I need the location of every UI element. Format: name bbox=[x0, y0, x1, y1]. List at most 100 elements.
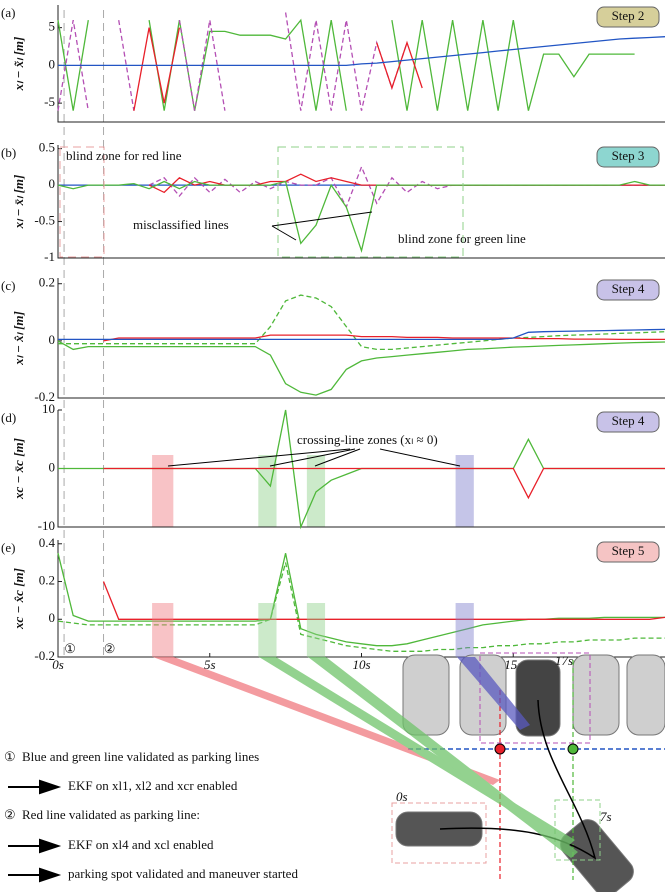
step-badge bbox=[596, 541, 660, 563]
arrow bbox=[379, 448, 461, 467]
step-label: Step 4 bbox=[612, 413, 645, 428]
step-label: Step 3 bbox=[612, 148, 645, 163]
zone bbox=[306, 455, 326, 527]
step-label: Step 2 bbox=[612, 8, 645, 23]
series-line bbox=[133, 27, 423, 111]
zone-link bbox=[457, 657, 530, 730]
y-axis-label: xc − x̂c [m] bbox=[11, 568, 26, 630]
y-tick-label: 0.4 bbox=[39, 535, 56, 550]
annotation: blind zone for red line bbox=[66, 148, 182, 163]
x-tick-label: 10s bbox=[352, 657, 370, 672]
series-line bbox=[148, 165, 665, 209]
step-label: Step 5 bbox=[612, 543, 645, 558]
y-tick-label: 0.2 bbox=[39, 275, 55, 290]
annotation: blind zone for green line bbox=[398, 231, 526, 246]
series-line bbox=[103, 334, 665, 342]
note: Blue and green line validated as parking… bbox=[22, 749, 259, 764]
zone bbox=[306, 603, 326, 657]
marker-label: ① bbox=[64, 641, 76, 656]
zone bbox=[258, 455, 277, 527]
zone-links bbox=[153, 657, 578, 858]
y-tick-label: -0.5 bbox=[34, 213, 55, 228]
time-label: 17s bbox=[555, 653, 573, 668]
note: parking spot validated and maneuver star… bbox=[68, 866, 298, 881]
car bbox=[572, 654, 620, 736]
arrow bbox=[8, 867, 62, 883]
y-axis-label: xc − x̄c [m] bbox=[11, 438, 26, 500]
y-tick-label: 10 bbox=[42, 401, 55, 416]
annotation: crossing-line zones (xₗ ≈ 0) bbox=[297, 432, 438, 447]
zone bbox=[152, 603, 174, 657]
y-tick-label: -0.2 bbox=[34, 648, 55, 663]
step-label: Step 4 bbox=[612, 281, 645, 296]
arrow bbox=[8, 779, 62, 795]
arrow bbox=[8, 838, 62, 854]
series-line bbox=[148, 173, 665, 194]
y-axis-label: xₗ − x̄ₗ [m] bbox=[11, 175, 26, 230]
red-box bbox=[391, 802, 487, 864]
panel: -5 0 5 (a) xₗ − x̃ₗ [m] Step 2 bbox=[1, 5, 665, 123]
panel-label: (a) bbox=[1, 5, 15, 20]
car-parked bbox=[515, 659, 561, 737]
car bbox=[626, 654, 665, 736]
parking-scene: 0s 7s 17s bbox=[391, 652, 665, 892]
arrow bbox=[314, 448, 361, 467]
step-badge bbox=[596, 146, 660, 168]
series-line bbox=[58, 294, 665, 351]
panel-label: (d) bbox=[1, 410, 16, 425]
notes: ① Blue and green line validated as parki… bbox=[4, 749, 298, 883]
y-tick-label: 0 bbox=[49, 459, 56, 474]
step-badge bbox=[596, 6, 660, 28]
note: EKF on xl1, xl2 and xcr enabled bbox=[68, 778, 238, 793]
zone bbox=[455, 455, 474, 527]
x-tick-label: 5s bbox=[204, 657, 216, 672]
crossing-point bbox=[494, 743, 506, 755]
note-marker: ② bbox=[4, 807, 16, 822]
y-tick-label: -0.2 bbox=[34, 389, 55, 404]
arrow bbox=[271, 225, 297, 241]
panel: 0.2 0 -0.2 (c) xₗ − x̂ₗ [m] Step 4 bbox=[1, 275, 665, 404]
x-tick-label: 0s bbox=[52, 657, 64, 672]
y-axis-label: xₗ − x̃ₗ [m] bbox=[11, 37, 26, 92]
series-line bbox=[57, 340, 665, 396]
series-line bbox=[57, 553, 665, 647]
zone bbox=[152, 455, 174, 527]
zone-link bbox=[153, 657, 500, 785]
y-tick-label: 0.2 bbox=[39, 573, 55, 588]
zone bbox=[455, 603, 474, 657]
zone bbox=[258, 603, 277, 657]
y-tick-label: 5 bbox=[49, 19, 56, 34]
time-label: 7s bbox=[600, 809, 612, 824]
y-tick-label: 0.5 bbox=[39, 140, 55, 155]
trajectory bbox=[439, 699, 597, 860]
series-line bbox=[57, 18, 635, 111]
arrow bbox=[271, 211, 373, 227]
annotation: misclassified lines bbox=[133, 217, 229, 232]
y-tick-label: 0 bbox=[49, 56, 56, 71]
marker-label: ② bbox=[104, 641, 116, 656]
car-start bbox=[395, 811, 483, 847]
panel-label: (c) bbox=[1, 278, 15, 293]
blind-zone-red bbox=[59, 146, 105, 258]
y-tick-label: -10 bbox=[38, 518, 55, 533]
series-line bbox=[57, 12, 408, 111]
arrow bbox=[269, 448, 356, 467]
note: Red line validated as parking line: bbox=[22, 807, 200, 822]
spot-box bbox=[479, 652, 591, 744]
step-badge bbox=[596, 279, 660, 301]
series-line bbox=[102, 581, 665, 620]
arrows bbox=[167, 448, 461, 467]
y-tick-label: 0 bbox=[49, 332, 56, 347]
y-tick-label: 0 bbox=[49, 610, 56, 625]
blind-zone-green bbox=[277, 146, 464, 258]
series-line bbox=[57, 180, 665, 254]
arrow bbox=[167, 448, 351, 467]
axis bbox=[57, 5, 665, 123]
series-line bbox=[57, 562, 665, 652]
panel: 0.5 0 -0.5 -1 (b) xₗ − x̄ₗ [m] Step 3 bbox=[1, 140, 665, 264]
panel-label: (e) bbox=[1, 540, 15, 555]
panel: 10 0 -10 (d) xc − x̄c [m] Step 4 bbox=[1, 401, 665, 657]
